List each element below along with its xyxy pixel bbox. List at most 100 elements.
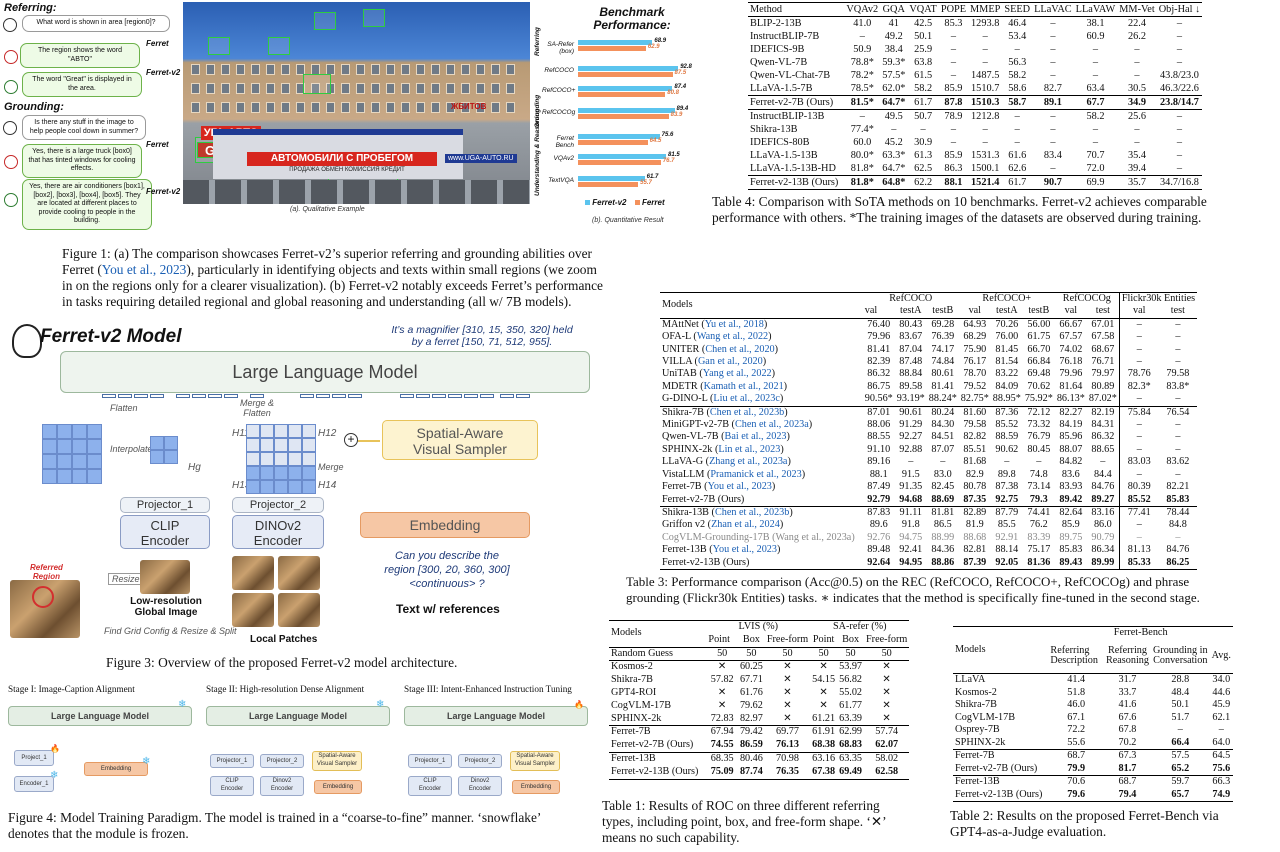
model-name-cell: Ferret-v2-7B (Ours) bbox=[955, 762, 1038, 774]
value-cell: 78.8* bbox=[850, 57, 874, 68]
building-window bbox=[461, 64, 470, 75]
table-row: CogVLM-17B ✕ 79.62 ✕ ✕ 61.77 ✕ bbox=[609, 700, 909, 713]
citation-link[interactable]: Gan et al., 2020 bbox=[697, 356, 763, 368]
feature-cell bbox=[274, 466, 288, 480]
building-window bbox=[266, 64, 275, 75]
model-name-cell: Ferret-7B bbox=[611, 726, 651, 738]
value-cell: 86.32 bbox=[1091, 431, 1115, 443]
table-4: Method VQAv2 GQA VQAT POPE MMEP SEED LLaVAC LLaV… bbox=[748, 2, 1203, 190]
model-name-cell: Ferret-7B (You et al., 2023) bbox=[660, 481, 863, 493]
citation-link[interactable]: Wang et al., 2023a bbox=[775, 531, 852, 543]
value-cell: 45.9 bbox=[1212, 699, 1231, 710]
value-cell: 91.29 bbox=[899, 419, 923, 431]
column-header: VQAT bbox=[909, 4, 937, 15]
paren: ( bbox=[699, 343, 706, 355]
value-cell: 1510.7 bbox=[971, 83, 1000, 94]
value-cell: – bbox=[1134, 57, 1140, 68]
table-row: VILLA (Gan et al., 2020) 82.39 87.48 74.84 7… bbox=[660, 356, 1197, 369]
label-line: Spatial-Aware bbox=[318, 753, 356, 759]
citation-link[interactable]: You et al., 2023 bbox=[707, 481, 772, 493]
citation-link[interactable]: Yu et al., 2018 bbox=[704, 318, 764, 330]
model-name-cell: Shikra-7B bbox=[955, 699, 997, 710]
interpolate-label: Interpolate bbox=[110, 444, 153, 454]
value-cell: 84.09 bbox=[995, 380, 1019, 392]
building-window bbox=[251, 102, 260, 113]
citation-link[interactable]: Chen et al., 2023b bbox=[714, 506, 790, 518]
citation-link[interactable]: You et al., 2023 bbox=[712, 544, 777, 556]
model-name-cell: Kosmos-2 bbox=[955, 686, 997, 698]
value-cell: ✕ bbox=[717, 699, 727, 711]
table-row: Shikra-13B (Chen et al., 2023b) 87.83 91.1… bbox=[660, 506, 1198, 520]
building-window bbox=[416, 102, 425, 113]
citation-link[interactable]: Liu et al., 2023c bbox=[713, 393, 780, 405]
citation-link[interactable]: Wang et al., 2022 bbox=[696, 331, 769, 343]
value-cell: 49.2 bbox=[884, 31, 903, 42]
citation-link[interactable]: Chen et al., 2023a bbox=[734, 419, 809, 431]
citation-link[interactable]: Kamath et al., 2021 bbox=[703, 380, 784, 392]
paren: ) bbox=[771, 481, 776, 493]
building-window bbox=[296, 83, 305, 94]
caption-line: denotes that the module is frozen. bbox=[8, 826, 189, 841]
caption-line: Table 1: Results of ROC on three differe… bbox=[602, 798, 880, 813]
photo-sign: ПРОДАЖА ОБМЕН КОМИССИЯ КРЕДИТ bbox=[289, 167, 405, 173]
value-cell: 76.17 bbox=[963, 356, 987, 368]
value-cell: 53.4 bbox=[1008, 31, 1027, 42]
citation-link[interactable]: Chen et al., 2020 bbox=[705, 343, 775, 355]
citation-link[interactable]: You et al., 2023 bbox=[101, 262, 187, 277]
value-cell: 73.32 bbox=[1027, 419, 1051, 431]
feature-cell bbox=[246, 480, 260, 494]
spatial-aware-sampler: Spatial-Aware Visual Sampler bbox=[382, 420, 538, 460]
model-name-cell: Ferret-v2-13B (Ours) bbox=[660, 557, 863, 570]
value-cell: 86.3 bbox=[944, 163, 963, 174]
value-cell: 58.6 bbox=[1008, 83, 1027, 94]
model-name-cell: Griffon v2 (Zhan et al., 2024) bbox=[660, 519, 863, 531]
citation-link[interactable]: Bai et al., 2023 bbox=[724, 431, 787, 443]
value-cell: 85.3 bbox=[944, 18, 963, 29]
value-cell: – bbox=[908, 456, 914, 468]
value-cell: ✕ bbox=[882, 712, 891, 724]
citation-link[interactable]: Zhan et al., 2024 bbox=[711, 519, 780, 531]
value-cell: 89.6 bbox=[869, 519, 888, 531]
value-cell: 76.40 bbox=[867, 318, 891, 330]
value-cell: – bbox=[950, 57, 957, 68]
building-window bbox=[221, 102, 230, 113]
citation-link[interactable]: Lin et al., 2023 bbox=[718, 443, 781, 455]
value-cell: 64.7* bbox=[882, 163, 906, 174]
citation-link[interactable]: Zhang et al., 2023a bbox=[709, 456, 788, 468]
value-cell: 68.67 bbox=[1091, 343, 1115, 355]
stage-3-title: Stage III: Intent-Enhanced Instruction T… bbox=[404, 684, 572, 694]
citation-link[interactable]: Chen et al., 2023b bbox=[709, 406, 785, 418]
value-cell: 69.48 bbox=[1027, 368, 1051, 380]
parked-cars bbox=[183, 180, 530, 204]
value-cell: 78.44 bbox=[1166, 506, 1190, 518]
stage-3-embedding: Embedding bbox=[512, 780, 560, 794]
value-cell: 87.79 bbox=[995, 506, 1019, 518]
model-name-cell: Ferret-7B bbox=[955, 750, 995, 761]
value-cell: ✕ bbox=[717, 661, 727, 673]
caption-text: ), particularly in identifying objects a… bbox=[186, 262, 597, 277]
value-cell: 74.02 bbox=[1059, 343, 1083, 355]
paren: ( bbox=[704, 468, 711, 480]
value-cell: – bbox=[950, 70, 957, 81]
value-cell: 61.3 bbox=[914, 150, 933, 161]
citation-link[interactable]: Yang et al., 2022 bbox=[702, 368, 772, 380]
table-row: Ferret-v2-13B (Ours) 75.09 87.74 76.35 67.38… bbox=[609, 766, 910, 780]
bar-value-label: 75.6 bbox=[661, 132, 674, 138]
token-icon bbox=[134, 394, 148, 398]
value-cell: – bbox=[1014, 111, 1020, 122]
building-window bbox=[341, 83, 350, 94]
model-name-cell: SPHINX-2k bbox=[955, 736, 1006, 748]
caption-line: types, including point, box, and free-fo… bbox=[602, 814, 887, 829]
value-cell: 67.7 bbox=[1086, 97, 1105, 108]
model-name-cell: VistaLLM (Pramanick et al., 2023) bbox=[660, 469, 863, 481]
bar-value-label: 87.4 bbox=[674, 84, 687, 90]
value-cell: 79.52 bbox=[963, 380, 987, 392]
value-cell: 82.75* bbox=[960, 393, 989, 405]
model-name: MAttNet bbox=[662, 318, 699, 330]
citation-link[interactable]: Pramanick et al., 2023 bbox=[710, 468, 802, 480]
bar-ferret bbox=[578, 72, 673, 77]
value-cell: – bbox=[950, 137, 957, 148]
ferret-grounding-answer: Yes, there is a large truck [box0] that … bbox=[22, 144, 142, 178]
value-cell: 82.39 bbox=[867, 356, 891, 368]
feature-cell bbox=[87, 454, 102, 469]
